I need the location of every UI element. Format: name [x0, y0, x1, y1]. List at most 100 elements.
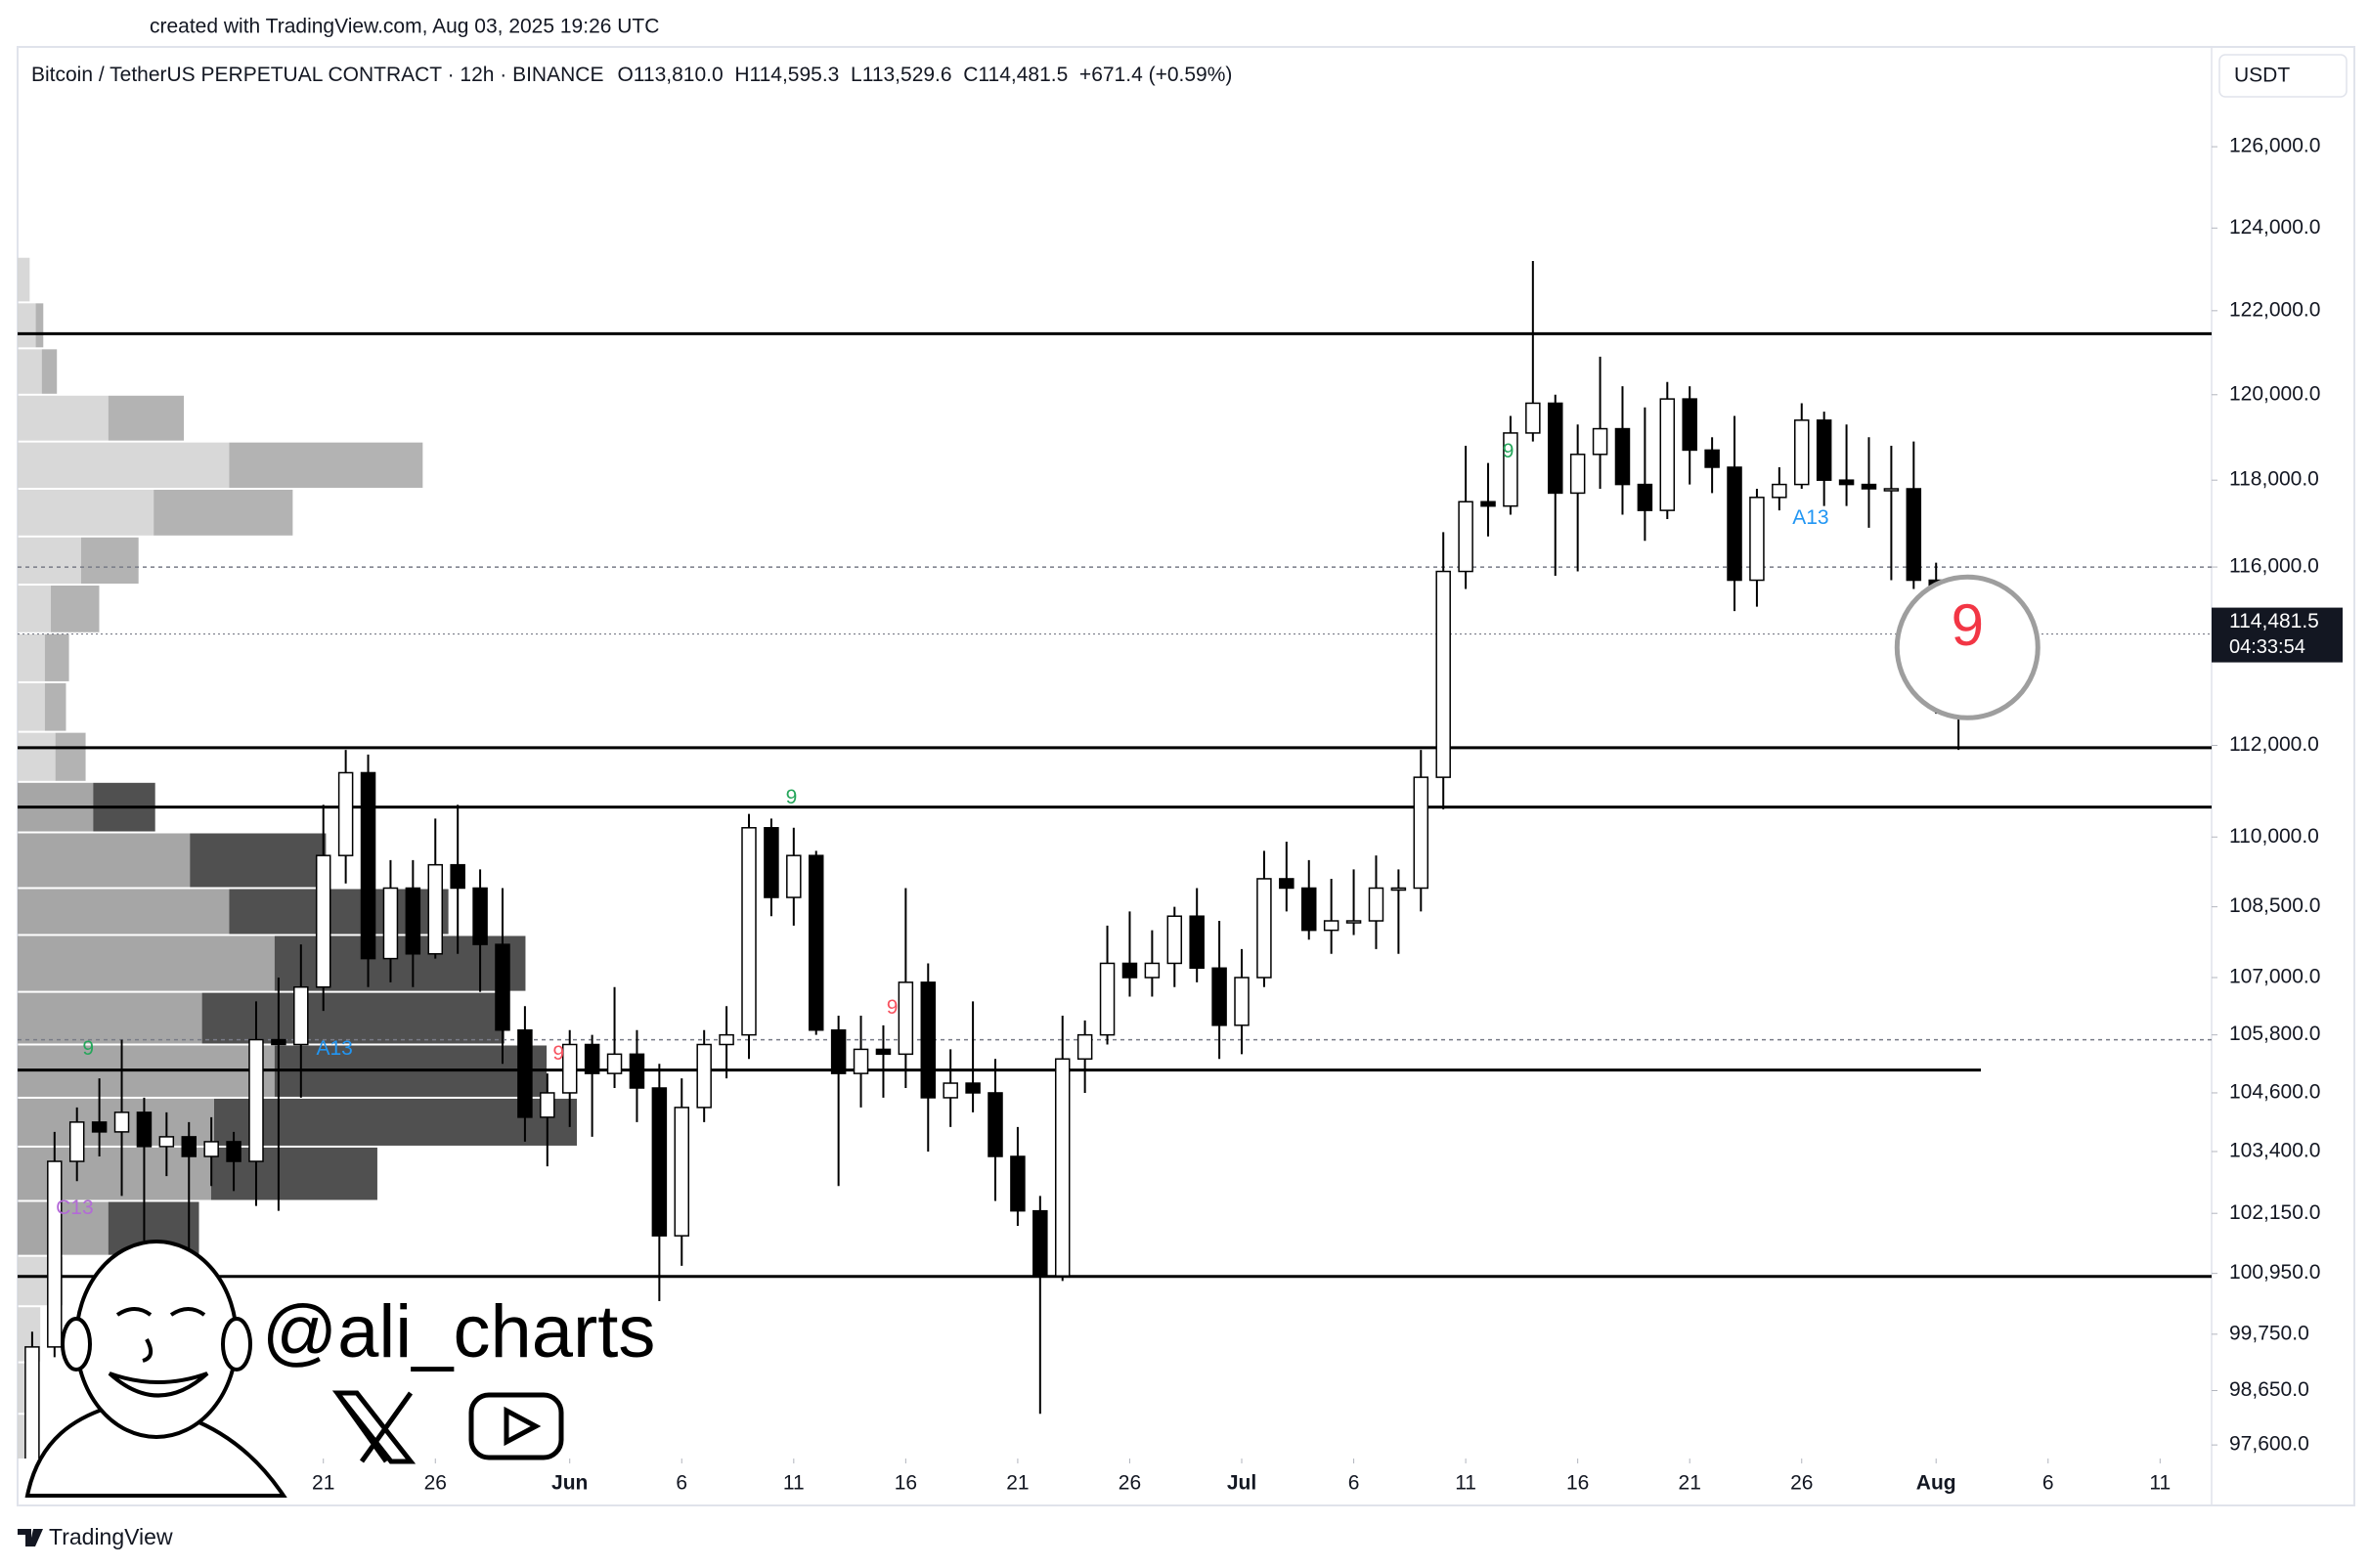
volume-up	[18, 889, 230, 935]
candle-body	[113, 1111, 130, 1133]
candle-body	[226, 1141, 241, 1162]
candle-body	[830, 1028, 847, 1074]
y-tick-label: 97,600.0	[2229, 1433, 2309, 1456]
youtube-icon[interactable]	[468, 1392, 564, 1460]
candle-body	[68, 1121, 85, 1162]
candle-body	[1368, 887, 1384, 922]
td-label: A13	[316, 1037, 352, 1060]
candle-body	[1816, 419, 1832, 481]
candle-body	[1861, 483, 1877, 490]
td-label: 9	[887, 996, 899, 1019]
candle-body	[1838, 479, 1855, 486]
x-tick-label: 16	[1566, 1472, 1589, 1495]
y-tick-label: 98,650.0	[2229, 1378, 2309, 1401]
y-tick-label: 110,000.0	[2229, 825, 2319, 848]
candle-body	[1906, 488, 1922, 582]
y-tick-label: 108,500.0	[2229, 894, 2320, 917]
candle-body	[920, 981, 937, 1099]
candle-body	[517, 1028, 533, 1118]
candle-body	[315, 854, 331, 988]
candle-body	[741, 827, 757, 1036]
y-tick-label: 105,800.0	[2229, 1023, 2320, 1045]
candle-body	[181, 1136, 198, 1157]
x-tick-label: 21	[312, 1472, 334, 1495]
candle-body	[1637, 483, 1653, 511]
candle-body	[853, 1048, 869, 1074]
candle-body	[606, 1053, 623, 1074]
candle-body	[584, 1043, 600, 1074]
candle-body	[1121, 962, 1138, 979]
candle-body	[674, 1107, 690, 1237]
candle-body	[293, 985, 309, 1046]
td-label: 9	[82, 1037, 94, 1060]
x-tick-label: 11	[1455, 1472, 1476, 1495]
volume-down	[44, 682, 66, 731]
volume-up	[18, 349, 42, 394]
candle-body	[1525, 402, 1541, 434]
td-label: 9	[552, 1042, 564, 1065]
candle-body	[1659, 398, 1676, 511]
candle-body	[1458, 501, 1473, 573]
candle-body	[988, 1092, 1003, 1157]
volume-up	[18, 257, 30, 302]
candle-body	[1054, 1058, 1071, 1277]
last-price-label: 114,481.5	[2229, 610, 2319, 632]
plot-area: 9 A13 A13 9 9 9 9 C13 9	[18, 257, 2212, 1459]
candle-body	[1503, 432, 1518, 507]
candle-body	[898, 981, 914, 1056]
overlay: Bitcoin / TetherUS PERPETUAL CONTRACT · …	[18, 54, 2348, 1549]
candle-body	[1390, 887, 1407, 892]
currency[interactable]: USDT	[2234, 65, 2290, 87]
y-tick-label: 99,750.0	[2229, 1322, 2309, 1344]
candle-body	[405, 887, 421, 955]
candle-body	[1480, 501, 1496, 507]
x-tick-label: 26	[1119, 1472, 1141, 1495]
currency-button[interactable]	[2218, 54, 2348, 98]
candle-body	[1435, 570, 1451, 778]
x-tick-label: 6	[1348, 1472, 1360, 1495]
candle-body	[1256, 878, 1272, 979]
candle-body	[360, 771, 376, 960]
axes: 126,000.0 124,000.0 122,000.0 120,000.0 118,…	[89, 135, 2343, 1495]
td-label: 9	[786, 786, 798, 808]
candle-body	[1166, 915, 1183, 965]
candle-body	[24, 1346, 40, 1459]
candle-body	[382, 887, 399, 960]
candle-body	[1144, 962, 1161, 979]
volume-up	[18, 732, 56, 781]
candle-body	[1592, 427, 1608, 456]
x-tick-label: Aug	[1916, 1472, 1956, 1495]
candle-body	[337, 771, 354, 856]
volume-up	[18, 395, 109, 441]
volume-up	[18, 936, 275, 991]
candle-body	[629, 1053, 645, 1089]
volume-down	[213, 1098, 578, 1146]
candle-body	[1189, 915, 1205, 970]
candle-body	[1211, 967, 1227, 1026]
volume-down	[44, 633, 69, 681]
volume-up	[18, 537, 81, 585]
volume-up	[18, 682, 45, 731]
candle-body	[1727, 466, 1742, 582]
candle-body	[1010, 1155, 1026, 1212]
candle-body	[427, 863, 444, 955]
td-label: 9	[1503, 440, 1514, 462]
volume-up	[18, 442, 230, 488]
volume-down	[154, 489, 293, 536]
candle-body	[943, 1082, 958, 1099]
candle-body	[472, 887, 488, 945]
candle-body	[875, 1048, 892, 1056]
volume-up	[18, 833, 191, 888]
candle-body	[1883, 488, 1900, 492]
volume-down	[55, 732, 86, 781]
y-tick-label: 126,000.0	[2229, 135, 2320, 157]
x-tick-label: Jul	[1227, 1472, 1256, 1495]
candle-body	[1076, 1033, 1093, 1061]
volume-down	[190, 833, 327, 888]
x-tick-label: Jun	[551, 1472, 588, 1495]
y-tick-label: 104,600.0	[2229, 1081, 2320, 1104]
x-icon[interactable]	[331, 1390, 417, 1464]
candle-body	[965, 1082, 981, 1094]
td-label: A13	[1792, 506, 1828, 529]
